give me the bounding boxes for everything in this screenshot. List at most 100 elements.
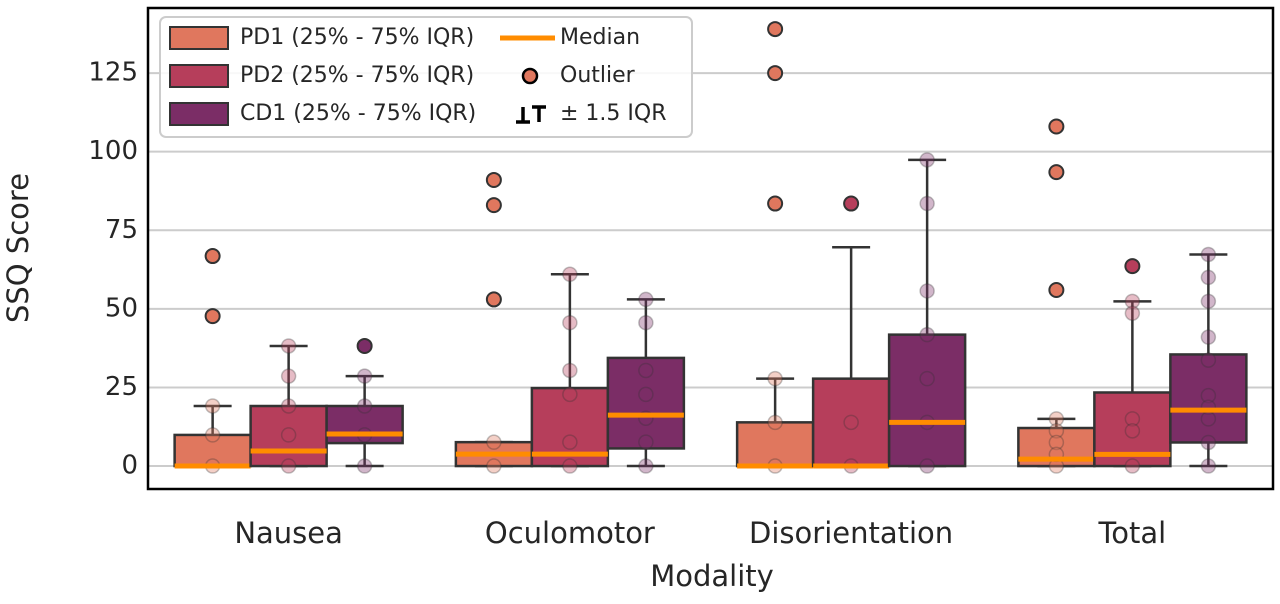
data-point bbox=[562, 266, 578, 283]
legend-label: ± 1.5 IQR bbox=[560, 101, 667, 126]
box-group bbox=[173, 248, 252, 474]
data-point bbox=[1200, 411, 1217, 427]
legend-label: Outlier bbox=[560, 63, 636, 88]
data-point bbox=[356, 368, 373, 384]
box bbox=[811, 377, 891, 468]
outlier bbox=[843, 195, 860, 212]
data-point bbox=[1124, 458, 1141, 474]
y-axis-label: SSQ Score bbox=[1, 173, 35, 323]
data-point bbox=[767, 414, 783, 431]
outlier bbox=[485, 171, 502, 188]
legend-swatch bbox=[169, 102, 229, 126]
box-group bbox=[249, 338, 328, 474]
data-point bbox=[1200, 293, 1217, 310]
x-tick-label: Oculomotor bbox=[485, 516, 655, 550]
data-point bbox=[1124, 423, 1141, 439]
data-point bbox=[1200, 269, 1217, 286]
data-point bbox=[1200, 387, 1217, 404]
data-point bbox=[638, 314, 654, 331]
data-point bbox=[843, 414, 859, 431]
data-point bbox=[919, 283, 935, 299]
data-point bbox=[638, 458, 654, 474]
data-point bbox=[919, 458, 935, 474]
data-point bbox=[204, 398, 221, 414]
box-group bbox=[530, 266, 610, 474]
x-tick-label: Disorientation bbox=[749, 516, 953, 550]
legend-outlier bbox=[521, 67, 539, 85]
legend-whisker bbox=[516, 105, 546, 124]
box-group bbox=[887, 152, 967, 474]
data-point bbox=[486, 434, 502, 450]
data-point bbox=[280, 368, 297, 384]
data-point bbox=[562, 362, 578, 379]
data-point bbox=[638, 434, 654, 450]
outlier bbox=[356, 337, 373, 354]
data-point bbox=[1200, 246, 1217, 263]
box-group bbox=[1169, 246, 1248, 474]
box bbox=[249, 404, 328, 468]
data-point bbox=[356, 398, 373, 414]
data-point bbox=[767, 370, 783, 387]
box-group bbox=[454, 171, 534, 474]
data-point bbox=[1124, 411, 1141, 427]
y-tick-label: 0 bbox=[121, 451, 138, 481]
data-point bbox=[638, 291, 654, 308]
x-tick-label: Total bbox=[1098, 516, 1167, 550]
legend-swatch bbox=[169, 26, 229, 50]
data-point bbox=[562, 314, 578, 331]
y-tick-label: 25 bbox=[105, 372, 138, 402]
box-group bbox=[811, 195, 891, 474]
data-point bbox=[919, 195, 935, 212]
outlier bbox=[1048, 118, 1065, 135]
legend-label: PD2 (25% - 75% IQR) bbox=[240, 63, 474, 88]
outlier bbox=[767, 65, 784, 82]
outlier bbox=[767, 21, 784, 38]
data-point bbox=[1124, 293, 1141, 310]
box-group bbox=[735, 21, 815, 474]
outlier bbox=[204, 308, 221, 325]
outlier bbox=[204, 248, 221, 265]
data-point bbox=[486, 458, 502, 474]
outlier bbox=[485, 197, 502, 214]
y-tick-label: 50 bbox=[105, 293, 138, 323]
outlier bbox=[1048, 281, 1065, 298]
box-group bbox=[606, 291, 686, 474]
data-point bbox=[638, 362, 654, 379]
legend-swatch bbox=[169, 64, 229, 88]
data-point bbox=[1048, 411, 1065, 427]
data-point bbox=[1200, 329, 1217, 345]
data-point bbox=[204, 427, 221, 443]
data-point bbox=[1124, 305, 1141, 322]
box-group bbox=[325, 337, 404, 474]
data-point bbox=[1048, 434, 1065, 451]
legend-label: PD1 (25% - 75% IQR) bbox=[240, 25, 474, 50]
data-point bbox=[638, 386, 654, 403]
data-point bbox=[562, 458, 578, 474]
data-point bbox=[919, 152, 935, 168]
box bbox=[325, 404, 404, 445]
legend-frame bbox=[159, 16, 693, 138]
data-point bbox=[562, 386, 578, 403]
data-point bbox=[280, 427, 297, 443]
data-point bbox=[356, 458, 373, 474]
data-point bbox=[1200, 352, 1217, 368]
outlier bbox=[1048, 164, 1065, 181]
data-point bbox=[1048, 423, 1065, 439]
data-point bbox=[919, 370, 935, 387]
outlier bbox=[485, 291, 502, 308]
outlier bbox=[767, 195, 784, 212]
data-point bbox=[1200, 458, 1217, 474]
box bbox=[1169, 353, 1248, 444]
data-point bbox=[280, 398, 297, 414]
data-point bbox=[1200, 434, 1217, 451]
data-point bbox=[919, 326, 935, 343]
box bbox=[606, 356, 686, 450]
y-tick-label: 100 bbox=[88, 136, 138, 166]
box-group bbox=[1017, 118, 1096, 474]
data-point bbox=[280, 458, 297, 474]
y-tick-label: 125 bbox=[88, 58, 138, 88]
plot-frame bbox=[146, 6, 1275, 491]
y-tick-label: 75 bbox=[105, 215, 138, 245]
box-group bbox=[1093, 258, 1172, 474]
